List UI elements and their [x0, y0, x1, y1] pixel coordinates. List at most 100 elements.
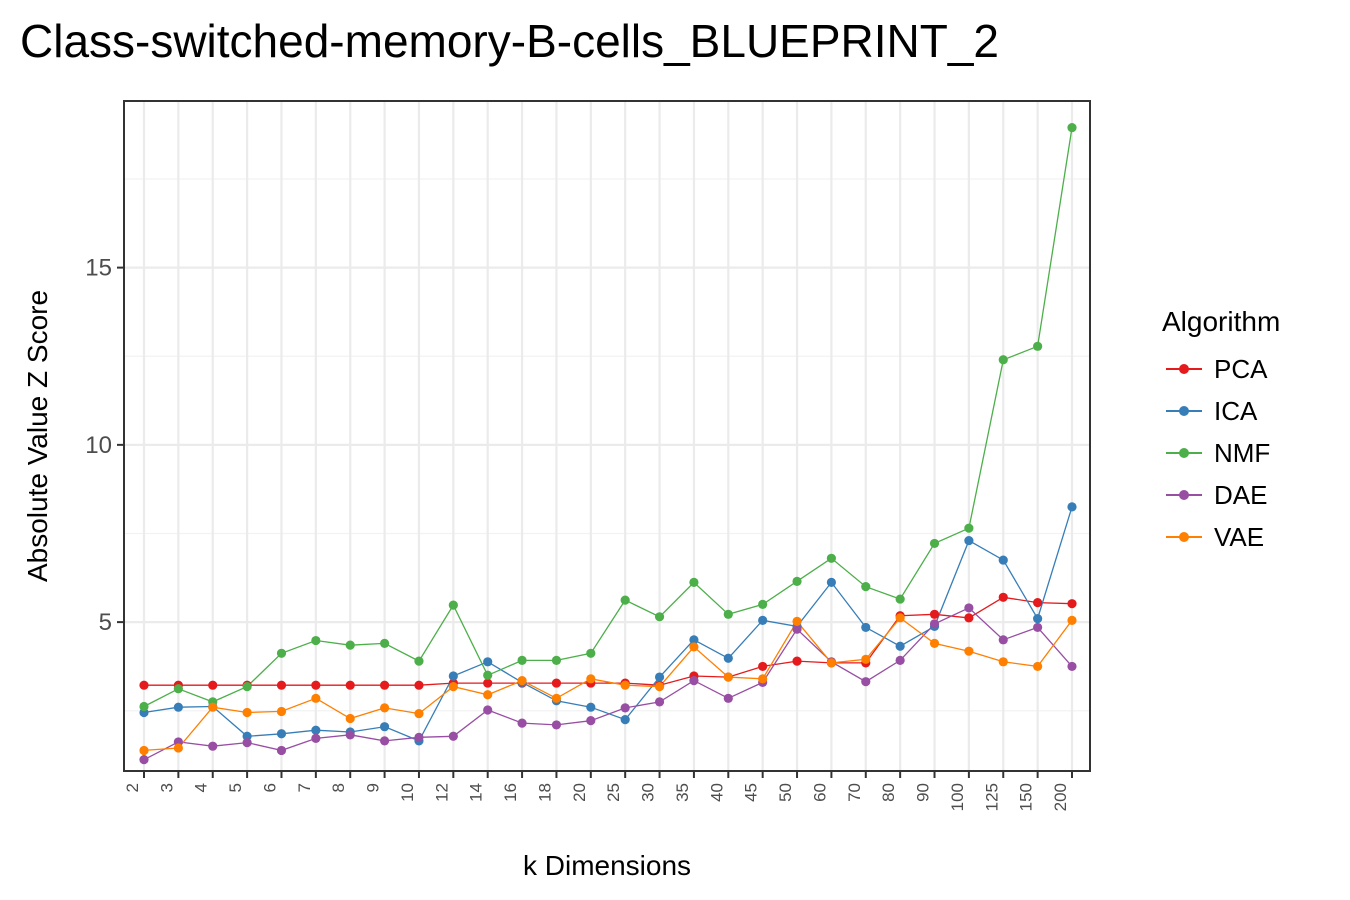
data-point-vae — [414, 708, 424, 719]
legend-items: PCA ICA NMF DAE VAE — [1162, 348, 1280, 558]
data-point-ica — [895, 641, 905, 651]
data-point-vae — [792, 616, 802, 627]
x-tick-label: 50 — [776, 783, 795, 802]
legend-key — [1162, 362, 1206, 376]
data-point-dae — [483, 705, 493, 715]
x-tick-label: 125 — [982, 783, 1001, 811]
data-point-nmf — [139, 701, 149, 712]
data-point-ica — [689, 635, 699, 645]
x-tick-label: 6 — [260, 783, 279, 792]
legend-key — [1162, 446, 1206, 460]
data-point-vae — [758, 674, 768, 684]
data-point-nmf — [689, 577, 699, 588]
data-point-dae — [654, 697, 665, 707]
data-point-nmf — [826, 553, 837, 563]
data-point-dae — [586, 716, 596, 726]
data-point-pca — [379, 680, 390, 690]
data-point-dae — [208, 741, 218, 751]
x-tick-label: 80 — [879, 783, 898, 802]
legend-key — [1162, 488, 1206, 502]
x-axis-label: k Dimensions — [523, 850, 691, 881]
data-point-dae — [379, 736, 390, 746]
data-point-dae — [689, 676, 699, 686]
data-point-nmf — [551, 655, 562, 665]
data-point-dae — [964, 603, 974, 613]
data-point-vae — [208, 702, 218, 712]
data-point-pca — [311, 680, 321, 690]
data-point-vae — [379, 703, 390, 713]
data-point-pca — [551, 678, 562, 688]
data-point-dae — [551, 720, 562, 730]
legend-label: VAE — [1214, 521, 1265, 552]
plot-panel — [124, 101, 1090, 771]
data-point-vae — [483, 690, 493, 700]
x-tick-label: 90 — [914, 783, 933, 802]
x-tick-label: 7 — [295, 783, 314, 792]
data-point-vae — [139, 745, 149, 756]
x-tick-label: 18 — [535, 783, 554, 802]
data-point-dae — [517, 718, 527, 728]
x-tick-label: 45 — [742, 783, 761, 802]
x-tick-label: 35 — [673, 783, 692, 802]
data-point-pca — [758, 661, 768, 672]
data-point-pca — [964, 613, 974, 623]
data-point-nmf — [964, 523, 974, 533]
legend-label: ICA — [1214, 395, 1258, 426]
data-point-ica — [1067, 502, 1077, 512]
x-tick-label: 9 — [364, 783, 383, 792]
y-tick-label: 10 — [85, 432, 112, 459]
data-point-ica — [964, 535, 974, 546]
data-point-vae — [861, 654, 871, 664]
data-point-nmf — [379, 638, 390, 648]
x-tick-label: 20 — [570, 783, 589, 802]
data-point-ica — [173, 702, 183, 712]
data-point-ica — [276, 729, 287, 739]
legend-label: PCA — [1214, 353, 1268, 384]
data-point-dae — [448, 731, 458, 741]
data-point-nmf — [895, 594, 905, 604]
data-point-dae — [1033, 622, 1043, 633]
data-point-dae — [620, 703, 630, 713]
x-tick-label: 10 — [398, 783, 417, 802]
data-point-ica — [758, 615, 768, 625]
data-point-dae — [414, 732, 424, 742]
data-point-nmf — [586, 648, 596, 658]
data-point-pca — [483, 678, 493, 688]
data-point-dae — [311, 733, 321, 743]
data-point-ica — [861, 622, 871, 633]
x-tick-label: 14 — [467, 783, 486, 802]
data-point-dae — [792, 624, 802, 634]
data-point-nmf — [723, 609, 733, 619]
data-point-ica — [998, 555, 1008, 565]
legend-item-vae: VAE — [1162, 516, 1280, 558]
series-line-nmf — [143, 127, 1073, 708]
data-point-nmf — [654, 612, 665, 622]
series-line-pca — [144, 596, 1073, 686]
data-point-nmf — [173, 684, 183, 694]
data-point-vae — [173, 743, 183, 753]
data-point-ica — [242, 731, 252, 741]
data-point-dae — [929, 619, 940, 629]
data-point-ica — [723, 653, 733, 663]
y-axis-label: Absolute Value Z Score — [22, 290, 53, 582]
data-point-ica — [1033, 613, 1043, 624]
data-point-ica — [483, 657, 493, 667]
data-point-pca — [414, 680, 424, 690]
data-point-dae — [242, 738, 252, 748]
x-tick-label: 3 — [157, 783, 176, 792]
data-point-dae — [723, 693, 733, 703]
data-point-dae — [139, 755, 149, 765]
data-point-vae — [964, 646, 974, 656]
data-point-dae — [276, 745, 287, 756]
x-tick-label: 70 — [845, 783, 864, 802]
data-point-pca — [998, 592, 1008, 602]
x-tick-label: 16 — [501, 783, 520, 802]
data-point-vae — [586, 674, 596, 684]
data-point-ica — [620, 714, 630, 725]
legend-title: Algorithm — [1162, 306, 1281, 337]
data-point-pca — [208, 680, 218, 690]
data-point-vae — [551, 693, 562, 703]
x-tick-label: 25 — [604, 783, 623, 802]
data-point-dae — [895, 655, 905, 665]
